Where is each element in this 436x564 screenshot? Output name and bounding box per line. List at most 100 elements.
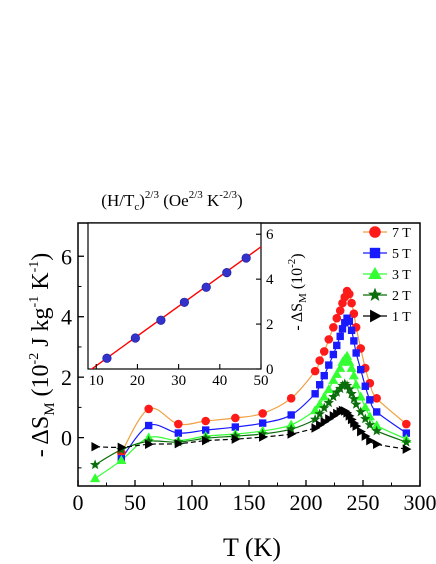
data-point-1t <box>345 411 355 421</box>
data-point-2t <box>328 391 339 402</box>
data-point-2t <box>355 406 366 417</box>
legend-label: 5 T <box>392 247 411 262</box>
data-point-7t <box>329 322 338 332</box>
data-point-1t <box>366 435 375 446</box>
data-point-5t <box>174 429 183 437</box>
inset-x-tick-label: 40 <box>212 373 227 389</box>
data-point-7t <box>319 347 329 356</box>
inset-data-point <box>102 353 112 363</box>
inset-x-axis: 10 20 30 40 50 <box>89 364 269 389</box>
data-point-2t <box>319 402 330 413</box>
legend-marker <box>367 287 383 301</box>
inset-y-tick-label: 2 <box>266 317 274 333</box>
data-point-3t <box>335 362 346 372</box>
data-point-5t <box>287 411 295 419</box>
data-point-3t <box>328 374 339 384</box>
data-point-2t <box>401 436 412 447</box>
inset-y-tick-label: 0 <box>266 362 274 378</box>
data-point-3t <box>310 405 321 415</box>
inset-data-point <box>156 315 166 325</box>
inset-y-tick-label: 4 <box>266 272 274 288</box>
main-x-axis-label: T (K) <box>223 533 281 562</box>
data-point-3t <box>360 402 371 412</box>
data-point-1t <box>231 434 241 444</box>
inset-x-axis-label: (H/Tc)2/3 (Oe2/3 K-2/3) <box>101 189 242 213</box>
data-point-3t <box>348 370 359 380</box>
data-point-7t <box>231 413 240 423</box>
data-point-2t <box>143 435 154 446</box>
data-point-7t <box>310 366 320 376</box>
data-point-5t <box>333 341 341 350</box>
inset-x-tick-label: 20 <box>130 373 145 389</box>
data-point-7t <box>347 298 356 308</box>
data-point-3t <box>351 379 362 389</box>
data-point-2t <box>200 432 211 443</box>
data-point-1t <box>361 431 371 441</box>
legend-label: 3 T <box>392 268 411 283</box>
x-tick-label: 300 <box>404 490 436 515</box>
data-point-1t <box>357 426 366 437</box>
data-point-5t <box>336 332 344 341</box>
data-point-2t <box>309 414 321 424</box>
data-point-7t <box>315 356 324 365</box>
data-point-5t <box>357 365 365 374</box>
y-tick-label: 4 <box>61 305 72 330</box>
data-point-1t <box>145 439 154 450</box>
x-tick-label: 250 <box>347 490 380 515</box>
data-point-7t <box>174 419 183 429</box>
data-point-1t <box>202 435 211 446</box>
data-point-1t <box>325 414 334 424</box>
legend-marker <box>369 247 381 259</box>
data-point-7t <box>332 313 342 323</box>
data-point-2t <box>344 383 355 394</box>
inset-data-point <box>222 268 232 278</box>
data-point-2t <box>230 430 241 441</box>
data-point-7t <box>144 404 153 414</box>
inset-fit-line <box>90 246 261 369</box>
main-y-axis-label: - ΔSM (10-2 J kg-1 K-1) <box>27 253 58 458</box>
data-point-7t <box>258 409 267 418</box>
data-point-3t <box>323 383 334 394</box>
legend-marker <box>368 266 382 280</box>
data-point-2t <box>89 459 101 470</box>
data-point-1t <box>320 417 330 427</box>
data-point-1t <box>352 421 362 431</box>
data-point-3t <box>314 399 325 409</box>
inset-x-tick-label: 50 <box>254 373 269 389</box>
data-point-3t <box>116 455 127 465</box>
data-point-7t <box>372 394 381 403</box>
data-point-5t <box>144 421 153 430</box>
data-point-3t <box>341 350 353 360</box>
data-point-2t <box>371 425 382 436</box>
inset-content <box>90 246 261 369</box>
inset-y-axis-label: - ΔSM (10-2) <box>286 253 309 330</box>
data-point-1t <box>117 442 127 453</box>
data-point-7t <box>402 419 411 429</box>
inset-plot-frame <box>87 222 262 370</box>
data-point-7t <box>286 394 296 403</box>
main-y-axis: 0 2 4 6 <box>61 244 84 469</box>
data-point-1t <box>373 439 382 450</box>
data-point-5t <box>361 382 369 390</box>
data-point-5t <box>311 390 319 398</box>
inset-data-point <box>201 282 211 292</box>
data-point-2t <box>348 393 360 404</box>
data-point-3t <box>355 391 366 401</box>
data-point-1t <box>316 420 325 430</box>
data-point-7t <box>324 335 334 344</box>
data-point-5t <box>372 408 381 416</box>
data-point-5t <box>366 396 374 404</box>
data-point-5t <box>258 419 267 427</box>
data-point-5t <box>320 371 328 380</box>
data-point-3t <box>319 391 330 401</box>
legend: 7 T 5 T 3 T 2 T 1 T <box>363 226 411 325</box>
inset-x-tick-label: 30 <box>171 373 186 389</box>
data-point-5t <box>315 381 324 389</box>
data-point-5t <box>231 423 240 431</box>
data-point-3t <box>346 362 357 372</box>
main-series-points <box>89 286 412 483</box>
data-point-1t <box>311 423 321 433</box>
data-point-2t <box>360 413 371 424</box>
y-tick-label: 0 <box>61 426 72 451</box>
